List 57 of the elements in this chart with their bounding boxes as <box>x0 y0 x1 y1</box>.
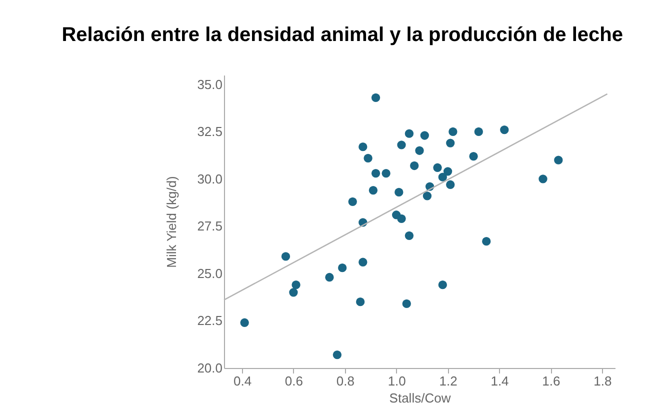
point <box>438 172 447 182</box>
point <box>382 168 390 178</box>
y-tick-label: 30.0 <box>197 171 222 186</box>
point <box>338 263 347 272</box>
point <box>500 126 509 134</box>
point <box>474 127 483 136</box>
point <box>371 168 380 178</box>
point <box>281 252 290 261</box>
y-tick-label: 35.0 <box>197 76 222 92</box>
point <box>404 231 414 240</box>
point <box>446 138 455 148</box>
point <box>358 258 368 266</box>
point <box>348 197 357 206</box>
point <box>482 237 491 246</box>
x-tick-label: 1.4 <box>490 374 509 388</box>
x-tick-label: 1.8 <box>594 374 612 388</box>
x-axis-title: Stalls/Cow <box>389 390 452 406</box>
x-tick-label: 1.6 <box>542 374 560 388</box>
y-tick-label: 20.0 <box>197 360 222 376</box>
point <box>538 174 548 184</box>
point <box>394 188 404 197</box>
point <box>404 129 414 138</box>
point <box>446 180 455 189</box>
point <box>289 288 298 297</box>
x-tick-label: 1.0 <box>388 374 406 388</box>
x-tick-label: 1.2 <box>439 374 458 388</box>
x-tick-label: 0.8 <box>336 374 354 388</box>
y-tick-label: 32.5 <box>197 124 222 140</box>
point <box>415 146 424 155</box>
y-tick-label: 25.0 <box>197 266 222 281</box>
point <box>325 272 334 282</box>
point <box>364 154 372 162</box>
y-tick-label: 22.5 <box>197 313 222 328</box>
point <box>448 127 458 136</box>
point <box>469 152 478 161</box>
point <box>433 163 442 172</box>
y-tick-label: 27.5 <box>197 218 222 234</box>
point <box>420 131 429 140</box>
point <box>292 280 300 290</box>
point <box>332 350 342 360</box>
x-tick-label: 0.4 <box>233 374 252 388</box>
point <box>368 186 378 195</box>
point <box>371 93 380 102</box>
point <box>410 161 419 170</box>
point <box>554 156 563 164</box>
point <box>397 140 406 150</box>
point <box>356 298 365 306</box>
x-tick-label: 0.6 <box>284 374 303 388</box>
point <box>397 214 406 223</box>
point <box>240 318 249 327</box>
point <box>438 280 447 290</box>
point <box>402 299 411 308</box>
y-axis-title: Milk Yield (kg/d) <box>164 176 180 268</box>
chart-title: Relación entre la densidad animal y la producción de leche <box>62 24 623 46</box>
point <box>358 142 368 152</box>
point <box>422 192 432 200</box>
point <box>443 167 452 176</box>
